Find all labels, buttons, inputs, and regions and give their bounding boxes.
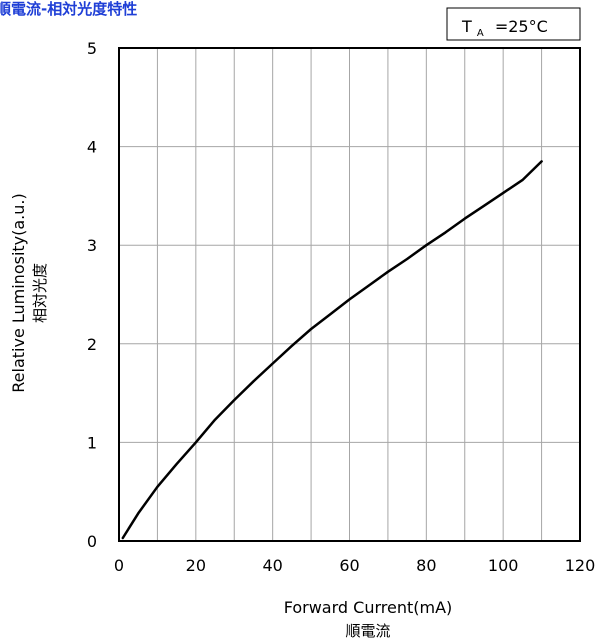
x-tick-label: 20 (186, 556, 206, 575)
series-line (121, 160, 543, 540)
tick-labels: 0 20 40 60 80 100 120 0 1 2 3 4 5 (87, 39, 595, 575)
y-tick-label: 5 (87, 39, 97, 58)
y-tick-label: 1 (87, 433, 97, 452)
series-group (121, 160, 543, 540)
x-tick-label: 100 (488, 556, 519, 575)
y-axis-sublabel: 相対光度 (31, 263, 49, 323)
y-tick-label: 2 (87, 335, 97, 354)
condition-box: T A =25°C (446, 7, 581, 41)
svg-text:T A =25°C: T A =25°C (461, 17, 548, 40)
y-axis-label: Relative Luminosity(a.u.) (9, 193, 28, 392)
x-tick-label: 80 (416, 556, 436, 575)
x-axis-sublabel: 順電流 (345, 622, 390, 640)
y-tick-label: 0 (87, 532, 97, 551)
condition-symbol: T (461, 17, 472, 36)
x-tick-label: 60 (339, 556, 359, 575)
chart-title: 順電流-相対光度特性 (0, 0, 137, 18)
x-tick-label: 0 (114, 556, 124, 575)
condition-subscript: A (477, 28, 484, 39)
y-tick-label: 3 (87, 236, 97, 255)
condition-value: =25°C (495, 17, 548, 36)
x-tick-label: 120 (565, 556, 596, 575)
grid (119, 48, 580, 541)
plot-frame (118, 47, 581, 542)
y-tick-label: 4 (87, 138, 97, 157)
x-tick-label: 40 (262, 556, 282, 575)
x-axis-label: Forward Current(mA) (284, 598, 453, 617)
